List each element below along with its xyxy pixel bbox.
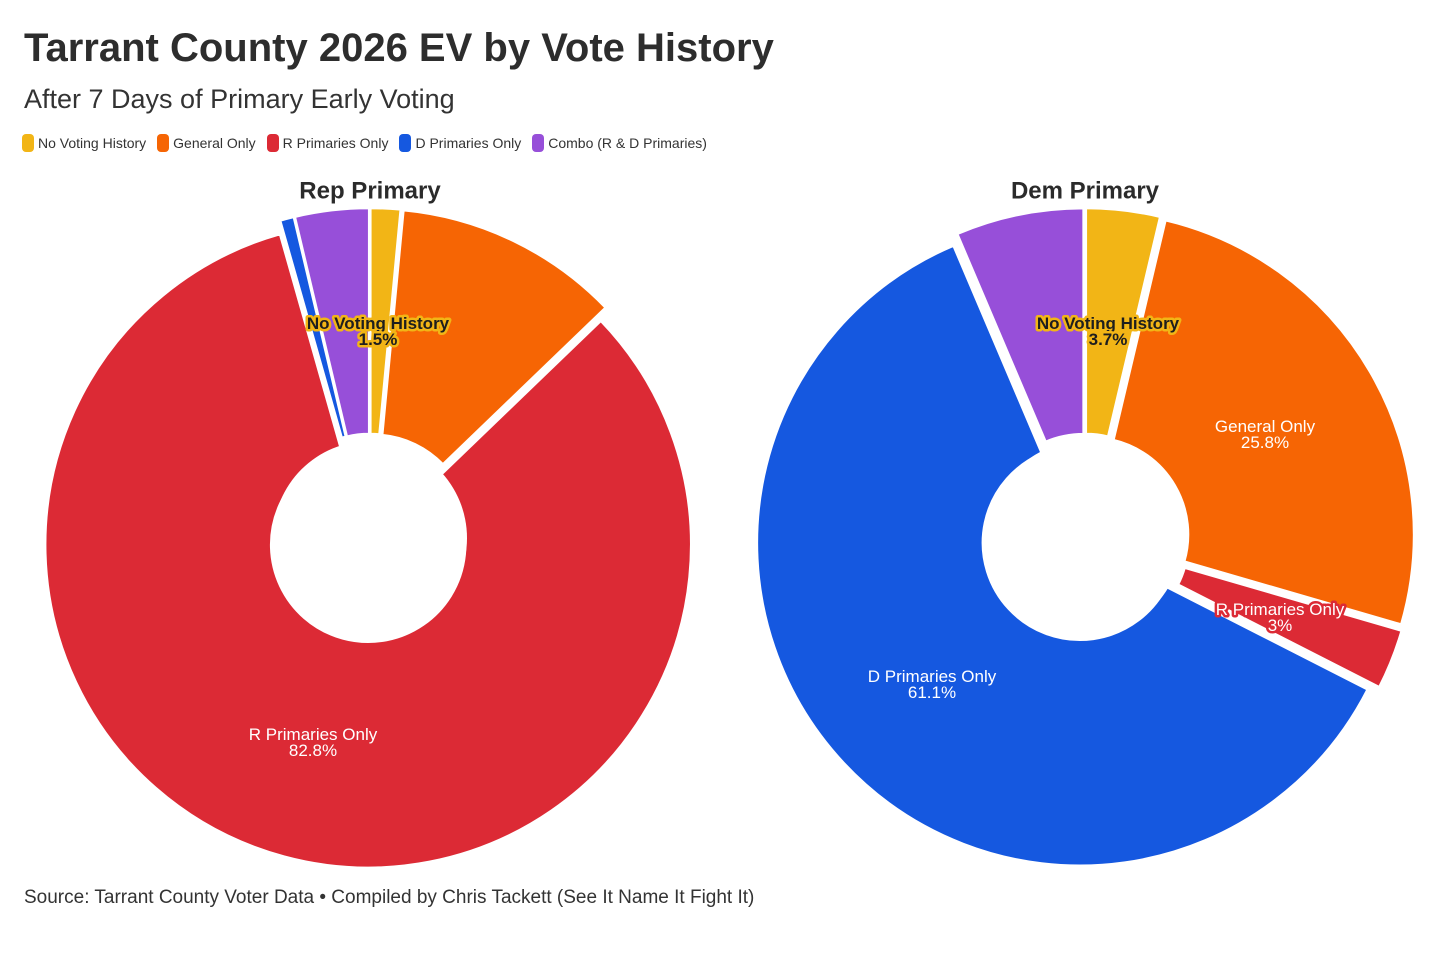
- pie-chart-rep-primary: Rep Primary No Voting History 1.5% R Primar…: [43, 177, 693, 869]
- pie-slice-general-only[interactable]: [380, 208, 607, 466]
- legend-label: General Only: [173, 135, 256, 151]
- legend-item-no-voting-history[interactable]: No Voting History: [22, 134, 146, 152]
- legend-swatch: [22, 134, 34, 152]
- data-label-r-primaries-only: R Primaries Only 3%: [1216, 600, 1345, 635]
- data-label-general-only: General Only 25.8%: [1215, 417, 1316, 452]
- pie-slice-r-primaries-only[interactable]: [1176, 566, 1403, 689]
- data-label-value: 3.7%: [1089, 330, 1128, 349]
- pie-slice-no-voting-history[interactable]: [369, 206, 402, 436]
- source-note: Source: Tarrant County Voter Data • Comp…: [24, 887, 755, 908]
- pie-slice-general-only[interactable]: [1112, 218, 1416, 626]
- data-label-category: General Only: [1215, 417, 1316, 436]
- data-label-value: 61.1%: [908, 683, 956, 702]
- legend: No Voting History General Only R Primari…: [22, 134, 718, 152]
- legend-item-r-primaries-only[interactable]: R Primaries Only: [266, 134, 389, 152]
- donut-hole: [273, 441, 467, 635]
- data-label-category: R Primaries Only: [1216, 600, 1345, 619]
- legend-swatch: [157, 134, 170, 152]
- data-label-value: 3%: [1268, 616, 1293, 635]
- chart-subtitle: After 7 Days of Primary Early Voting: [24, 84, 455, 114]
- data-label-value: 1.5%: [359, 330, 398, 349]
- legend-label: No Voting History: [38, 135, 147, 151]
- pie-slice-combo-r-d-primaries[interactable]: [293, 206, 371, 438]
- legend-label: D Primaries Only: [415, 135, 522, 151]
- data-label-category: No Voting History: [307, 314, 450, 333]
- data-label-no-voting-history: No Voting History 3.7%: [1037, 314, 1180, 349]
- legend-label: Combo (R & D Primaries): [548, 135, 707, 151]
- legend-item-combo[interactable]: Combo (R & D Primaries): [532, 134, 707, 152]
- pie-chart-dem-primary: Dem Primary No Voting History 3.7% General …: [755, 177, 1416, 868]
- pie-slice-d-primaries-only[interactable]: [755, 244, 1369, 868]
- data-label-value: 82.8%: [289, 741, 337, 760]
- data-label-category: D Primaries Only: [868, 667, 997, 686]
- legend-item-general-only[interactable]: General Only: [157, 134, 256, 152]
- legend-swatch: [266, 134, 279, 152]
- data-label-category: No Voting History: [1037, 314, 1180, 333]
- legend-item-d-primaries-only[interactable]: D Primaries Only: [399, 134, 521, 152]
- data-label-r-primaries-only: R Primaries Only 82.8%: [249, 725, 378, 760]
- data-label-category: R Primaries Only: [249, 725, 378, 744]
- legend-label: R Primaries Only: [282, 135, 389, 151]
- donut-hole: [988, 441, 1182, 635]
- pie-slice-combo-r-d-primaries[interactable]: [955, 206, 1085, 444]
- pie-slice-no-voting-history[interactable]: [1084, 206, 1162, 438]
- data-label-value: 25.8%: [1241, 433, 1289, 452]
- legend-swatch: [532, 134, 545, 152]
- data-label-d-primaries-only: D Primaries Only 61.1%: [868, 667, 997, 702]
- data-label-no-voting-history: No Voting History 1.5%: [307, 314, 450, 349]
- legend-swatch: [399, 134, 412, 152]
- chart-title: Tarrant County 2026 EV by Vote History: [24, 26, 774, 70]
- pie-slice-r-primaries-only[interactable]: [43, 232, 693, 869]
- pie-title: Dem Primary: [1011, 177, 1160, 204]
- pie-title: Rep Primary: [299, 177, 441, 204]
